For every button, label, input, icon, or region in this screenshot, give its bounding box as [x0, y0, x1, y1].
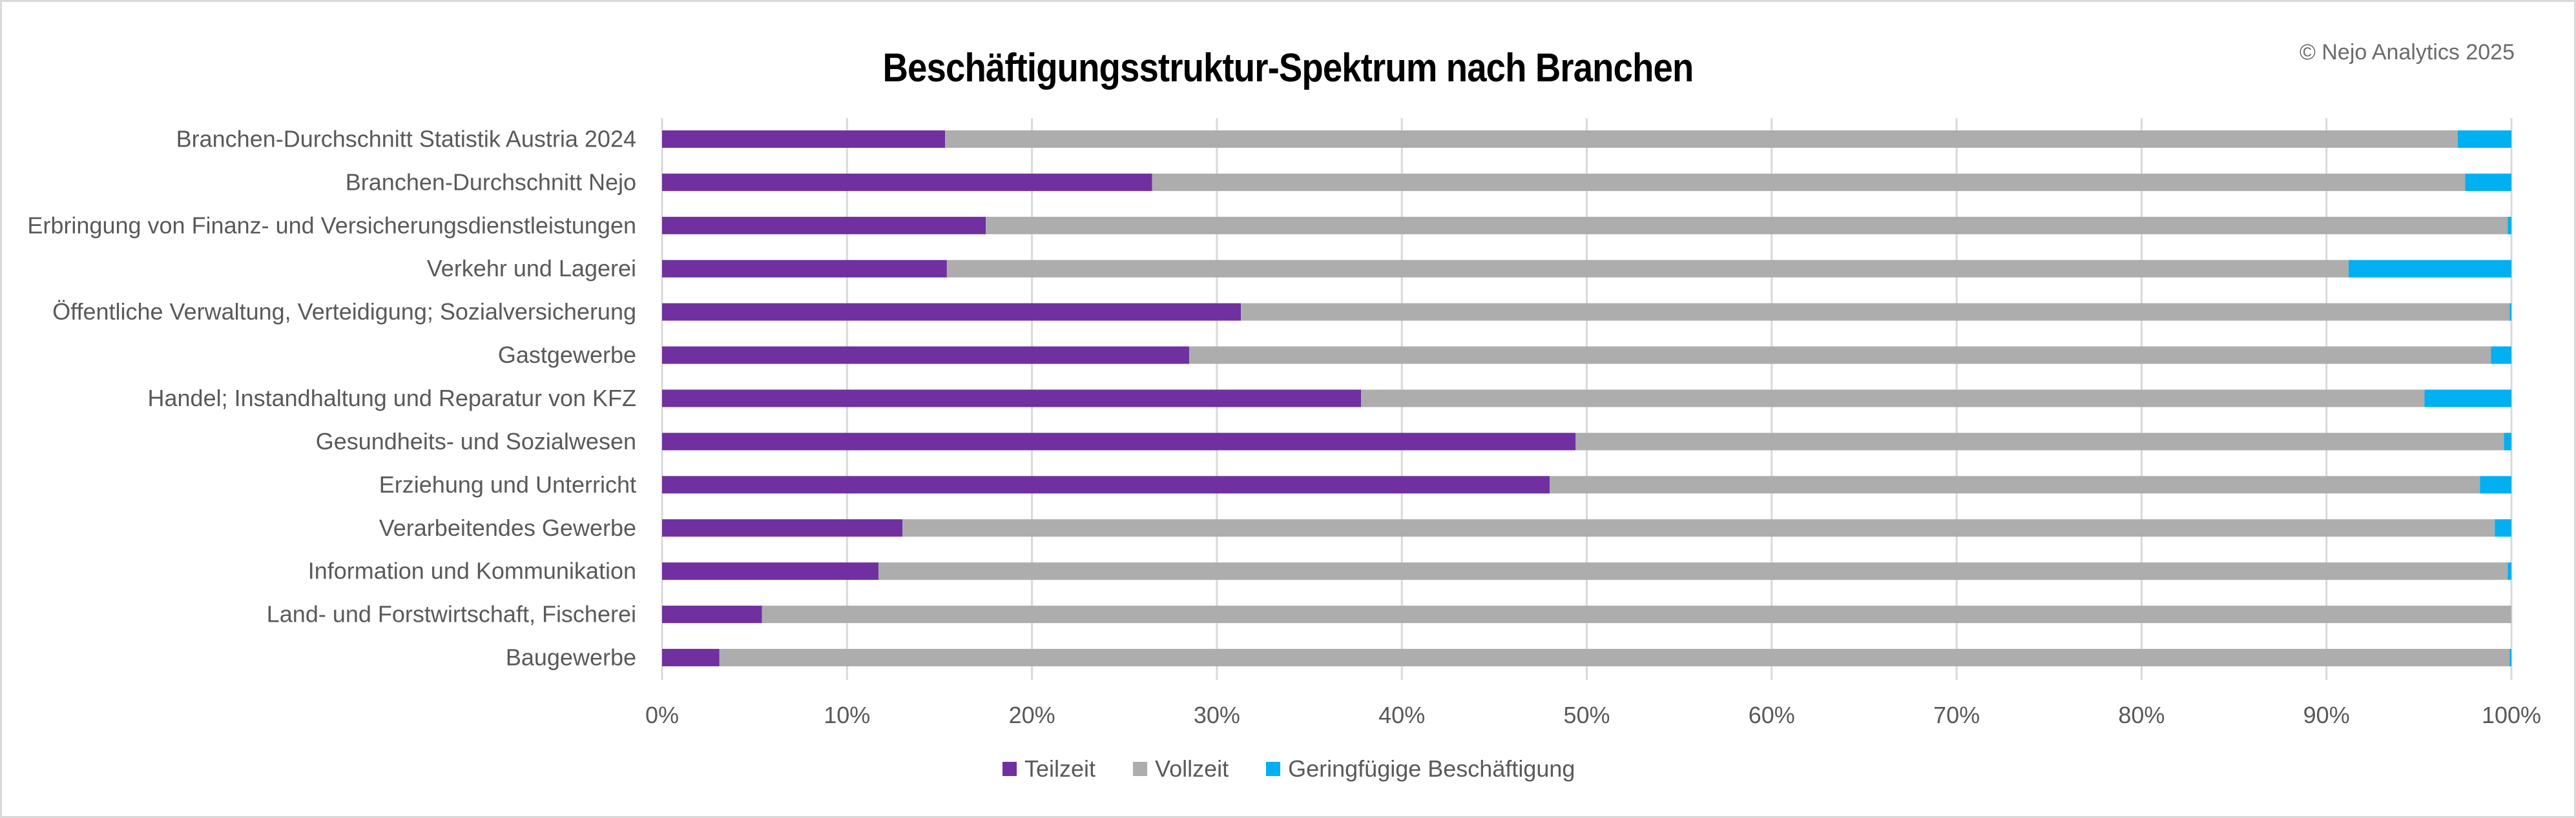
category-label: Erziehung und Unterricht: [379, 471, 636, 498]
legend-item-geringfuegig[interactable]: Geringfügige Beschäftigung: [1266, 755, 1575, 782]
x-tick-label: 10%: [824, 702, 870, 728]
bar-vollzeit: [1361, 389, 2425, 407]
bar-teilzeit: [662, 173, 1152, 191]
bar-teilzeit: [662, 303, 1241, 321]
legend-label: Vollzeit: [1155, 755, 1229, 782]
legend-swatch-teilzeit: [1002, 762, 1017, 776]
legend-swatch-vollzeit: [1133, 762, 1148, 776]
bar-geringfügige-beschäftigung: [2424, 389, 2511, 407]
bar-geringfügige-beschäftigung: [2465, 173, 2511, 191]
bar-vollzeit: [945, 130, 2458, 148]
bar-geringfügige-beschäftigung: [2495, 519, 2511, 537]
bar-vollzeit: [1241, 303, 2510, 321]
bar-geringfügige-beschäftigung: [2457, 130, 2511, 148]
bar-teilzeit: [662, 216, 986, 234]
bar-teilzeit: [662, 606, 762, 624]
legend-label: Teilzeit: [1024, 755, 1096, 782]
bar-vollzeit: [1550, 476, 2480, 494]
category-label: Land- und Forstwirtschaft, Fischerei: [267, 601, 636, 628]
bar-teilzeit: [662, 389, 1362, 407]
bar-teilzeit: [662, 562, 878, 580]
category-label: Branchen-Durchschnitt Nejo: [346, 169, 636, 195]
bar-vollzeit: [986, 216, 2508, 234]
bar-geringfügige-beschäftigung: [2508, 562, 2511, 580]
bar-vollzeit: [1189, 346, 2491, 364]
legend-label: Geringfügige Beschäftigung: [1288, 755, 1575, 782]
copyright-notice: © Nejo Analytics 2025: [2299, 40, 2515, 65]
bar-geringfügige-beschäftigung: [2349, 260, 2511, 278]
bar-vollzeit: [902, 519, 2495, 537]
legend-item-teilzeit[interactable]: Teilzeit: [1002, 755, 1096, 782]
category-label: Gastgewerbe: [498, 342, 636, 368]
x-tick-label: 50%: [1563, 702, 1610, 728]
value-axis: 0% 10% 20% 30% 40% 50% 60% 70% 80% 90% 100%: [645, 702, 2541, 728]
category-label: Gesundheits- und Sozialwesen: [316, 428, 636, 455]
category-axis: Branchen-Durchschnitt Statistik Austria …: [27, 125, 636, 670]
bar-geringfügige-beschäftigung: [2508, 216, 2511, 234]
bar-vollzeit: [1152, 173, 2466, 191]
bar-geringfügige-beschäftigung: [2509, 303, 2511, 321]
x-tick-label: 30%: [1194, 702, 1240, 728]
bar-teilzeit: [662, 433, 1576, 451]
category-label: Information und Kommunikation: [308, 558, 636, 584]
bar-vollzeit: [878, 562, 2508, 580]
bar-geringfügige-beschäftigung: [2504, 433, 2511, 451]
chart-title: Beschäftigungsstruktur-Spektrum nach Bra…: [882, 46, 1694, 90]
x-tick-label: 40%: [1378, 702, 1425, 728]
bar-geringfügige-beschäftigung: [2509, 649, 2511, 667]
category-label: Öffentliche Verwaltung, Verteidigung; So…: [52, 298, 636, 325]
x-tick-label: 70%: [1933, 702, 1980, 728]
bar-teilzeit: [662, 476, 1550, 494]
x-tick-label: 100%: [2482, 702, 2541, 728]
category-label: Erbringung von Finanz- und Versicherungs…: [27, 212, 636, 238]
x-tick-label: 90%: [2303, 702, 2350, 728]
category-label: Verarbeitendes Gewerbe: [379, 515, 636, 541]
category-label: Handel; Instandhaltung und Reparatur von…: [148, 385, 636, 411]
bar-teilzeit: [662, 649, 720, 667]
category-label: Branchen-Durchschnitt Statistik Austria …: [176, 125, 636, 152]
x-tick-label: 80%: [2118, 702, 2165, 728]
bar-vollzeit: [762, 606, 2511, 624]
bar-series: [662, 130, 2511, 667]
bar-vollzeit: [946, 260, 2349, 278]
x-tick-label: 20%: [1009, 702, 1055, 728]
bar-geringfügige-beschäftigung: [2491, 346, 2511, 364]
category-label: Verkehr und Lagerei: [427, 255, 636, 281]
bar-teilzeit: [662, 130, 946, 148]
bar-vollzeit: [1575, 433, 2504, 451]
x-tick-label: 0%: [645, 702, 679, 728]
bar-vollzeit: [719, 649, 2510, 667]
legend-item-vollzeit[interactable]: Vollzeit: [1133, 755, 1229, 782]
bar-teilzeit: [662, 519, 903, 537]
bar-teilzeit: [662, 346, 1189, 364]
legend-swatch-geringfuegig: [1266, 762, 1281, 776]
x-tick-label: 60%: [1749, 702, 1795, 728]
category-label: Baugewerbe: [506, 644, 636, 671]
bar-teilzeit: [662, 260, 947, 278]
bar-geringfügige-beschäftigung: [2480, 476, 2511, 494]
legend: Teilzeit Vollzeit Geringfügige Beschäfti…: [1002, 755, 1612, 782]
